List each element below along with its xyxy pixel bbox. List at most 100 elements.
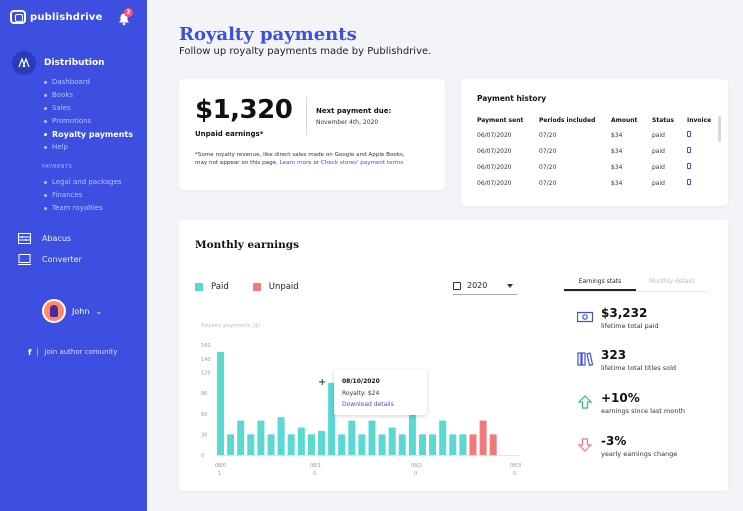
- user-name: John: [72, 306, 90, 316]
- x-tick-label: 0: [513, 471, 516, 477]
- table-row: 06/07/2020 07/20 $34 paid: [477, 159, 717, 175]
- bar-unpaid: [479, 420, 487, 455]
- x-tick-label: 08/2: [411, 463, 422, 469]
- bar-paid: [277, 417, 285, 455]
- nav-distribution[interactable]: Distribution: [12, 51, 105, 75]
- invoice-download-icon[interactable]: [687, 179, 691, 185]
- bar-paid: [439, 420, 447, 455]
- nav-converter-label: Converter: [42, 255, 82, 264]
- bar-paid: [429, 434, 437, 455]
- sidebar-item-team-royalties[interactable]: Team royalties: [44, 202, 122, 215]
- nav-distribution-label: Distribution: [44, 58, 105, 68]
- y-tick-label: 160: [201, 343, 211, 349]
- legend-swatch-paid: [195, 283, 203, 291]
- bar-paid: [348, 420, 356, 455]
- bar-paid: [388, 427, 396, 455]
- stat-total-paid: $3,232 lifetime total paid: [577, 306, 659, 330]
- calendar-icon: [453, 281, 461, 290]
- x-tick-label: 0: [414, 471, 417, 477]
- bar-paid: [368, 420, 376, 455]
- logo-icon: [10, 10, 26, 24]
- table-row: 06/07/2020 07/20 $34 paid: [477, 143, 717, 159]
- app-name: publishdrive: [30, 11, 103, 23]
- payment-history-table: Payment sent Periods included Amount Sta…: [477, 114, 717, 191]
- y-tick-label: 90: [201, 391, 207, 397]
- stat-yearly-change: -3% yearly earnings change: [577, 434, 677, 458]
- year-value: 2020: [467, 281, 488, 290]
- bar-paid: [217, 351, 224, 455]
- chart-tooltip: 08/10/2020 Royalty: $24 Download details: [334, 370, 427, 415]
- royalty-chart: Royalty payments ($) 0 30 60 90 120 140 160 08/0…: [199, 315, 539, 485]
- sidebar-item-royalty-payments[interactable]: Royalty payments: [44, 128, 133, 141]
- monthly-earnings-card: Monthly earnings Paid Unpaid 2020 Royalt…: [179, 220, 728, 491]
- invoice-download-icon[interactable]: [687, 131, 691, 137]
- bar-paid: [408, 413, 416, 455]
- legend-paid-label: Paid: [211, 282, 229, 292]
- x-tick-label: 0: [313, 471, 316, 477]
- app-logo[interactable]: publishdrive: [10, 10, 103, 24]
- table-row: 06/07/2020 07/20 $34 paid: [477, 127, 717, 143]
- x-tick-label: 08/1: [310, 463, 321, 469]
- sidebar-item-finances[interactable]: Finances: [44, 189, 122, 202]
- monthly-earnings-title: Monthly earnings: [195, 239, 300, 251]
- scrollbar[interactable]: [718, 116, 721, 142]
- bar-paid: [267, 434, 275, 455]
- download-details-link[interactable]: Download details: [342, 401, 394, 408]
- join-community-link[interactable]: f Join author comunity: [28, 347, 117, 357]
- year-select[interactable]: 2020: [453, 277, 517, 295]
- tab-earnings-stats[interactable]: Earnings stats: [564, 276, 636, 291]
- unpaid-amount: $1,320: [195, 95, 293, 125]
- y-tick-label: 120: [201, 371, 211, 377]
- y-tick-label: 30: [201, 432, 207, 438]
- bar-paid: [398, 434, 406, 455]
- bar-paid: [237, 420, 245, 455]
- bar-paid: [449, 434, 457, 455]
- sidebar-item-sales[interactable]: Sales: [44, 102, 133, 115]
- bar-paid: [227, 434, 235, 455]
- bar-paid: [459, 434, 467, 455]
- invoice-download-icon[interactable]: [687, 163, 691, 169]
- stat-titles-sold: 323 lifetime total titles sold: [577, 348, 676, 372]
- bar-paid: [257, 420, 265, 455]
- sidebar-item-dashboard[interactable]: Dashboard: [44, 76, 133, 89]
- user-menu[interactable]: John ⌄: [42, 299, 102, 323]
- y-tick-label: 60: [201, 412, 207, 418]
- divider: [37, 347, 39, 357]
- bar-paid: [247, 434, 255, 455]
- stats-tabs: Earnings stats Monthly details: [564, 276, 708, 292]
- bar-paid: [419, 434, 426, 455]
- store-terms-link[interactable]: Check stores' payment terms: [320, 160, 404, 166]
- chart-legend: Paid Unpaid: [195, 282, 299, 292]
- sidebar-item-books[interactable]: Books: [44, 89, 133, 102]
- distribution-icon: [12, 51, 36, 75]
- nav-converter[interactable]: Converter: [18, 254, 82, 265]
- tooltip-date: 08/10/2020: [342, 378, 380, 385]
- nav-abacus[interactable]: Abacus: [18, 233, 71, 244]
- arrow-down-icon: [577, 438, 593, 452]
- sidebar-item-help[interactable]: Help: [44, 141, 133, 154]
- converter-icon: [18, 254, 31, 265]
- sidebar-item-legal[interactable]: Legal and packages: [44, 176, 122, 189]
- legend-swatch-unpaid: [252, 283, 261, 291]
- payments-subnav: Legal and packages Finances Team royalti…: [44, 176, 122, 215]
- arrow-up-icon: [577, 395, 593, 409]
- chevron-down-icon: ⌄: [95, 306, 103, 316]
- join-community-label: Join author comunity: [44, 348, 118, 356]
- abacus-icon: [18, 233, 31, 244]
- tab-monthly-details[interactable]: Monthly details: [649, 278, 695, 285]
- payments-section-label: PAYMENTS: [42, 164, 73, 170]
- bar-paid: [358, 434, 366, 455]
- legend-unpaid-label: Unpaid: [268, 282, 299, 292]
- nav-abacus-label: Abacus: [42, 234, 72, 243]
- bar-paid: [318, 430, 325, 455]
- bar-paid: [297, 427, 305, 455]
- chevron-down-icon: [507, 283, 513, 288]
- payment-history-title: Payment history: [477, 94, 547, 103]
- sidebar-item-promotions[interactable]: Promotions: [44, 115, 133, 128]
- bar-paid: [378, 434, 386, 455]
- invoice-download-icon[interactable]: [687, 147, 691, 153]
- learn-more-link[interactable]: Learn more: [279, 160, 312, 166]
- books-icon: [577, 352, 593, 366]
- y-tick-label: 140: [201, 357, 211, 363]
- table-header: Payment sent Periods included Amount Sta…: [477, 117, 712, 124]
